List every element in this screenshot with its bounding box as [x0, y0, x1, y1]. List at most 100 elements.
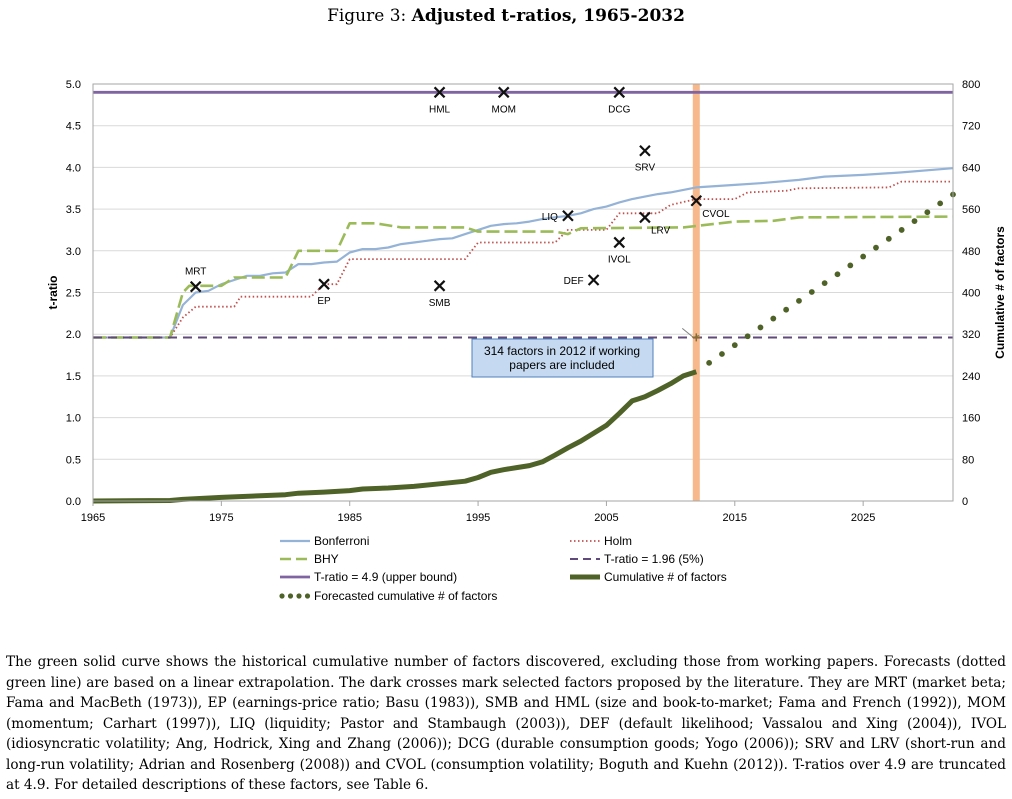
factor-label: MOM: [492, 104, 516, 115]
series-line-cumulative-of-factors: [92, 369, 698, 504]
legend-label: Forecasted cumulative # of factors: [314, 589, 497, 603]
figure-caption: The green solid curve shows the historic…: [6, 654, 1006, 793]
legend-swatch-dot: [279, 593, 285, 599]
callout-text: 314 factors in 2012 if working: [484, 344, 640, 358]
legend-label: Holm: [604, 534, 632, 548]
factor-label: HML: [429, 104, 451, 115]
t-ratio-chart: MRT EP SMB HML MOM LIQ DEF IVOL DCG SRV LRV CVOL 31…: [46, 79, 1007, 603]
forecast-point: [783, 306, 790, 313]
forecast-point: [847, 262, 854, 269]
y-left-tick-label: 0.0: [66, 496, 81, 508]
series-line-bhy: [93, 215, 954, 339]
highlight-band: [692, 84, 700, 501]
y-left-tick-label: 2.0: [66, 329, 81, 341]
factor-marker: [639, 211, 651, 224]
forecast-point: [834, 271, 841, 278]
forecast-point: [757, 324, 764, 331]
factor-marker: [562, 209, 574, 222]
y-left-tick-label: 1.0: [66, 413, 81, 425]
factor-marker: [613, 86, 626, 99]
y-left-tick-label: 0.5: [66, 454, 81, 466]
y-right-tick-label: 560: [962, 204, 980, 216]
y-left-tick-label: 5.0: [66, 79, 81, 91]
factor-marker: [497, 86, 510, 99]
factor-markers: MRT EP SMB HML MOM LIQ DEF IVOL DCG SRV LRV CVOL: [185, 86, 730, 309]
forecast-point: [706, 359, 713, 366]
y-left-tick-label: 3.5: [66, 204, 81, 216]
x-tick-label: 2005: [594, 512, 618, 524]
grid-lines: [93, 83, 953, 502]
y-right-tick-label: 160: [962, 413, 980, 425]
forecast-point: [937, 200, 944, 207]
x-tick-label: 2015: [723, 512, 747, 524]
callout-text: papers are included: [509, 358, 614, 372]
legend-swatch-dot: [304, 593, 311, 599]
y-right-tick-label: 480: [962, 246, 980, 258]
factor-label: DEF: [564, 276, 584, 287]
forecast-point: [731, 342, 738, 349]
y-right-axis-title: Cumulative # of factors: [993, 226, 1007, 359]
factor-label: MRT: [185, 267, 206, 278]
y-right-tick-label: 240: [962, 371, 980, 383]
factor-marker: [433, 86, 446, 99]
y-left-tick-label: 2.5: [66, 288, 81, 300]
legend-label: T-ratio = 4.9 (upper bound): [314, 570, 457, 584]
figure-label: Figure 3:: [327, 6, 407, 26]
series-line-holm: [93, 180, 953, 339]
factor-label: SMB: [429, 298, 451, 309]
y-right-tick-label: 800: [962, 79, 980, 91]
factor-label: SRV: [635, 163, 656, 174]
series-lines: [92, 90, 956, 504]
year-2012-band: [692, 84, 700, 501]
forecast-point: [796, 297, 802, 304]
factor-label: IVOL: [608, 254, 631, 265]
factor-marker: [613, 236, 626, 249]
x-tick-label: 1995: [466, 512, 490, 524]
factor-label: LIQ: [542, 212, 558, 223]
callout-point: [692, 333, 701, 342]
forecast-point: [744, 333, 751, 340]
y-left-axis-title: t-ratio: [46, 276, 60, 310]
factor-marker: [318, 278, 330, 290]
x-tick-label: 1965: [81, 512, 105, 524]
legend-label: Bonferroni: [314, 534, 369, 548]
y-right-tick-label: 80: [962, 454, 974, 466]
figure-title-text: Adjusted t-ratios, 1965-2032: [411, 6, 685, 26]
factor-marker: [690, 194, 703, 207]
forecast-point: [808, 289, 815, 295]
x-tick-label: 2025: [851, 512, 875, 524]
forecast-point: [821, 280, 828, 287]
y-left-tick-label: 1.5: [66, 371, 81, 383]
plot-border: [92, 83, 954, 502]
forecast-point: [860, 253, 867, 260]
y-right-tick-label: 400: [962, 288, 980, 300]
x-tick-label: 1985: [337, 512, 361, 524]
y-right-tick-label: 0: [962, 496, 968, 508]
forecast-point: [911, 218, 918, 224]
legend-swatch-dot: [296, 593, 302, 599]
y-right-tick-label: 720: [962, 121, 980, 133]
forecast-point: [873, 244, 879, 251]
factor-label: EP: [317, 296, 331, 307]
legend-label: Cumulative # of factors: [604, 570, 727, 584]
factor-marker: [189, 280, 202, 293]
factor-label: LRV: [651, 225, 671, 236]
axes: 0.0 0.5 1.0 1.5 2.0 2.5 3.0 3.5 4.0 4.5 5.0 0 80 160 2…: [46, 79, 1007, 524]
forecast-point: [770, 315, 777, 322]
legend-swatch-dot: [287, 593, 294, 599]
callout-box: [471, 338, 654, 378]
series-line-bonferroni: [93, 167, 954, 339]
factor-marker: [639, 144, 651, 157]
forecast-point: [719, 351, 725, 357]
x-tick-label: 1975: [209, 512, 233, 524]
factor-label: DCG: [608, 104, 630, 115]
y-left-tick-label: 4.5: [66, 121, 81, 133]
y-right-tick-label: 320: [962, 329, 980, 341]
factor-marker: [433, 280, 446, 292]
factor-marker: [587, 274, 600, 286]
legend-label: BHY: [314, 552, 339, 566]
legend-label: T-ratio = 1.96 (5%): [604, 552, 704, 566]
y-left-tick-label: 3.0: [66, 246, 81, 258]
y-right-tick-label: 640: [962, 162, 980, 174]
